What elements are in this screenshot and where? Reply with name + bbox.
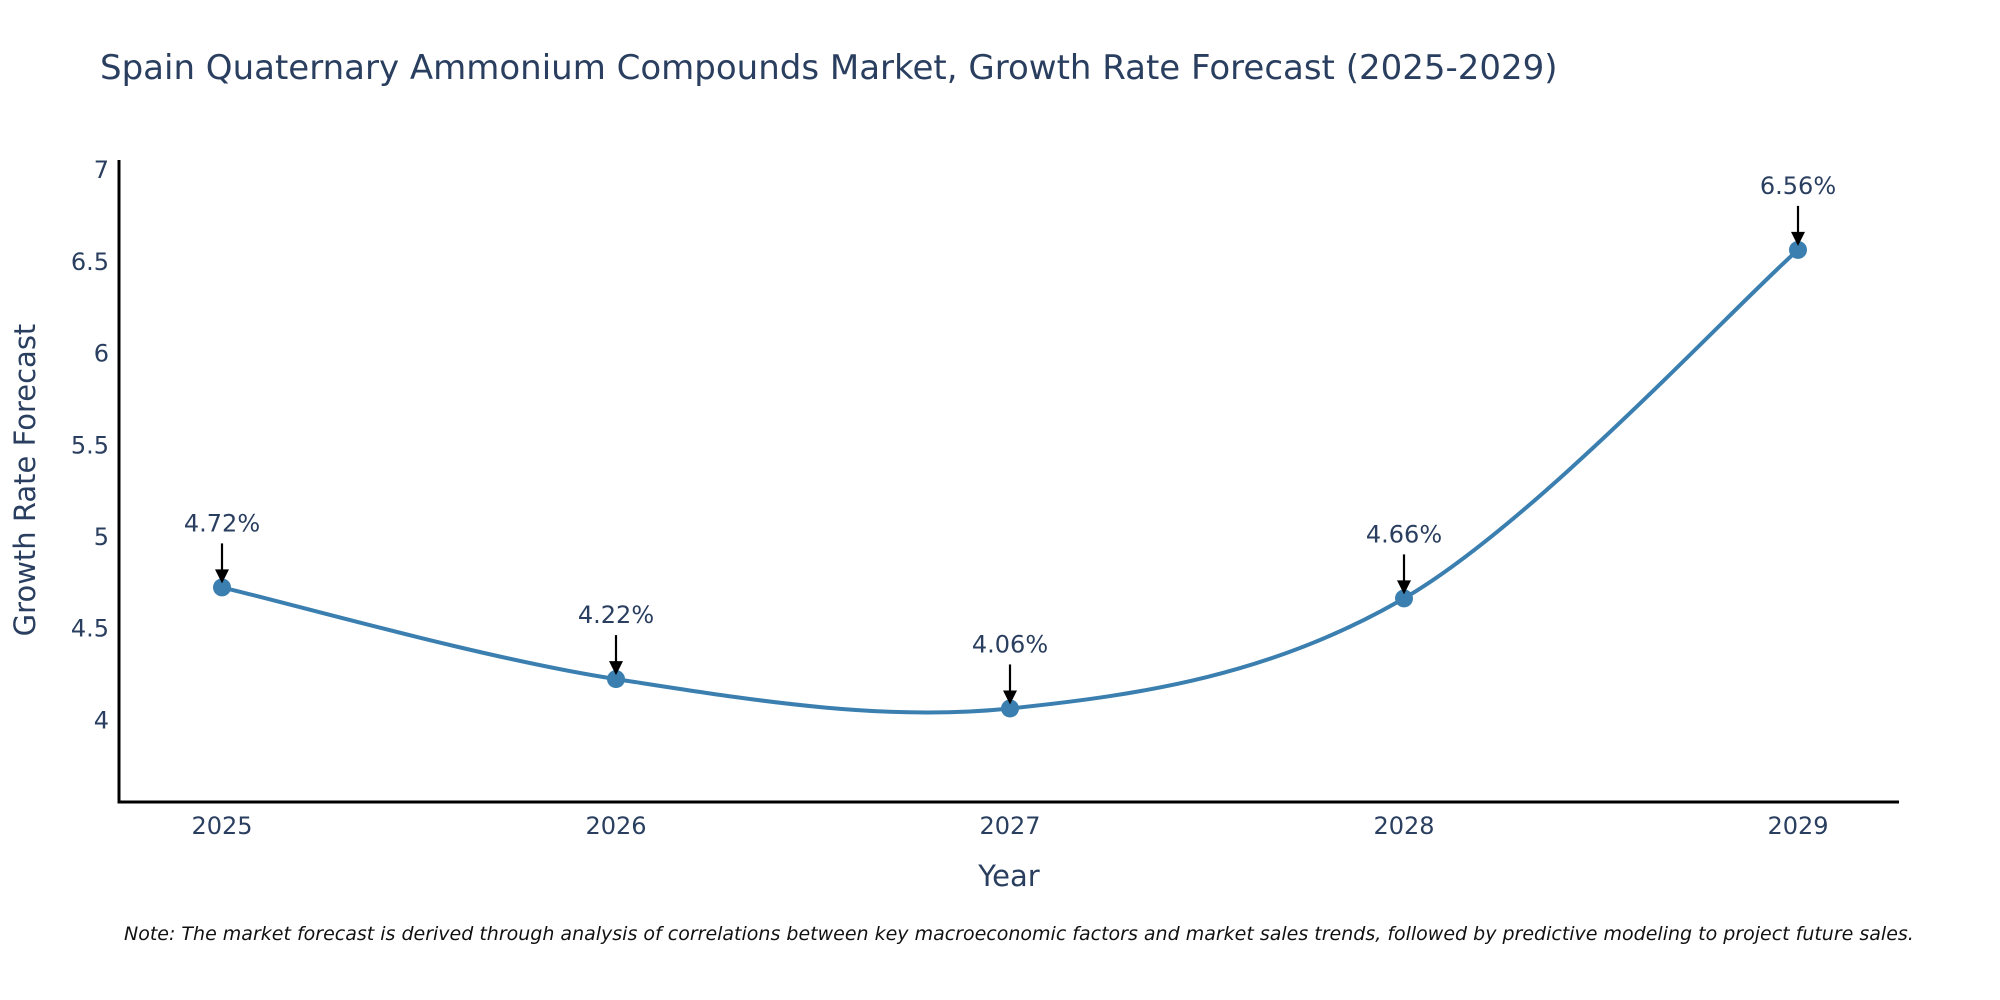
annotation-arrow-head: [1791, 231, 1805, 246]
data-point-marker[interactable]: [1395, 589, 1413, 608]
data-label: 4.66%: [1366, 520, 1442, 548]
data-point-marker[interactable]: [1789, 240, 1807, 259]
x-tick-label: 2027: [979, 812, 1040, 840]
y-tick-label: 6.5: [71, 248, 109, 276]
x-tick-label: 2025: [191, 812, 252, 840]
data-label: 4.22%: [578, 601, 654, 629]
y-tick-label: 7: [94, 156, 109, 184]
x-tick-label: 2028: [1373, 812, 1434, 840]
y-tick-label: 6: [94, 340, 109, 368]
annotation-arrow-head: [1397, 580, 1411, 595]
y-tick-label: 4: [94, 706, 109, 734]
data-label: 4.72%: [184, 509, 260, 537]
data-point-marker[interactable]: [213, 578, 231, 597]
x-tick-label: 2029: [1767, 812, 1828, 840]
plot-area: 4 4.5 5 5.5 6 6.5 7 2025 2026 2027 2028 2029 4.72% 4.…: [71, 156, 1899, 840]
x-tick-label: 2026: [585, 812, 646, 840]
data-label: 6.56%: [1760, 172, 1836, 200]
annotation-arrow-head: [609, 661, 623, 676]
data-point-marker[interactable]: [607, 670, 625, 689]
annotation-arrow-head: [1003, 690, 1017, 705]
y-axis-title: Growth Rate Forecast: [8, 324, 42, 637]
data-point-marker[interactable]: [1001, 699, 1019, 718]
annotation-arrow-head: [215, 569, 229, 584]
y-tick-label: 5: [94, 523, 109, 551]
x-axis-title: Year: [977, 859, 1039, 893]
data-label: 4.06%: [972, 630, 1048, 658]
chart-title: Spain Quaternary Ammonium Compounds Mark…: [100, 48, 1558, 88]
y-tick-label: 4.5: [71, 615, 109, 643]
footnote: Note: The market forecast is derived thr…: [124, 923, 1914, 945]
series-line: [221, 248, 1800, 715]
y-tick-label: 5.5: [71, 431, 109, 459]
